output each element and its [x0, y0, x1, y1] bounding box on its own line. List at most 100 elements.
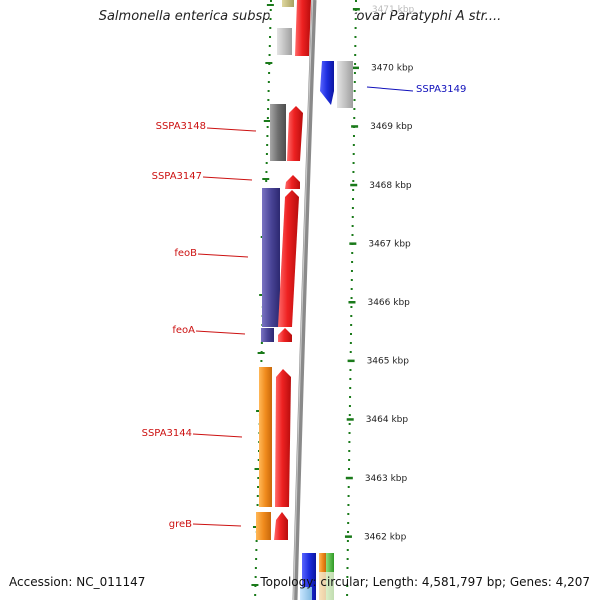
track-dot [265, 153, 268, 155]
track-dot [267, 90, 270, 92]
feature-grey-light-top[interactable] [277, 28, 292, 55]
label-text-sspa3148: SSPA3148 [156, 121, 206, 132]
label-sspa3147[interactable]: SSPA3147 [152, 171, 253, 182]
track-dot [353, 90, 356, 92]
genome-backbone [292, 0, 317, 600]
gene-sspa3144[interactable] [275, 369, 291, 507]
gene-feob[interactable] [278, 190, 299, 327]
track-dot [349, 378, 352, 380]
label-text-sspa3144: SSPA3144 [142, 428, 192, 439]
feature-pale-bottom[interactable] [319, 572, 334, 600]
track-dot [348, 459, 351, 461]
track-dot [351, 234, 354, 236]
scale-tick-label: 3471 kbp [372, 5, 415, 15]
track-dot [354, 45, 357, 47]
track-dot [349, 369, 352, 371]
track-dot [348, 450, 351, 452]
gene-sspa3149[interactable] [320, 61, 334, 105]
track-dot [269, 36, 272, 38]
scale-tick-mark [346, 418, 354, 421]
track-dot [267, 81, 270, 83]
track-dash [266, 4, 274, 6]
label-sspa3149[interactable]: SSPA3149 [366, 84, 466, 95]
track-dot [255, 540, 258, 542]
feature-greb-orange[interactable] [256, 512, 271, 540]
scale-tick-label: 3468 kbp [369, 181, 412, 191]
track-dot [256, 504, 259, 506]
track-dot [270, 0, 272, 2]
scale-tick-label: 3469 kbp [370, 122, 413, 132]
track-dot [353, 72, 356, 74]
track-dot [347, 522, 350, 524]
track-dot [265, 180, 268, 182]
scale-tick-label: 3463 kbp [365, 474, 408, 484]
track-dot [346, 576, 349, 578]
label-sspa3148[interactable]: SSPA3148 [156, 121, 257, 132]
track-dot [350, 306, 353, 308]
feature-sspa3144-orange[interactable] [259, 367, 272, 507]
track-dot [354, 27, 357, 29]
track-dot [346, 567, 349, 569]
scale-tick-mark [348, 301, 356, 304]
scale-ticks: 3471 kbp 3470 kbp 3469 kbp 3468 kbp 3467 kbp… [344, 5, 415, 542]
gene-sspa3148[interactable] [287, 106, 303, 161]
track-dot [346, 549, 349, 551]
track-dot [257, 486, 260, 488]
genome-summary-text: Topology: circular; Length: 4,581,797 bp… [260, 575, 590, 589]
label-greb[interactable]: greB [169, 519, 242, 530]
track-dot [350, 297, 353, 299]
track-dot [351, 207, 354, 209]
track-dot [257, 477, 260, 479]
track-dot [350, 288, 353, 290]
label-feob[interactable]: feoB [174, 248, 249, 259]
feature-ltblue-bottom[interactable] [300, 587, 312, 600]
track-dot [267, 108, 270, 110]
label-text-feoa: feoA [172, 325, 195, 336]
scale-tick-label: 3464 kbp [366, 415, 409, 425]
label-sspa3144[interactable]: SSPA3144 [142, 428, 243, 439]
track-dot [269, 9, 272, 11]
feature-grey-light-3149[interactable] [337, 61, 353, 108]
track-dot [350, 333, 353, 335]
feature-feob-purple[interactable] [262, 188, 280, 327]
track-dot [266, 135, 269, 137]
track-dash [251, 584, 259, 586]
feature-khaki[interactable] [282, 0, 294, 7]
track-dot [350, 315, 353, 317]
label-text-sspa3147: SSPA3147 [152, 171, 202, 182]
track-dot [347, 468, 350, 470]
track-dot [346, 585, 349, 587]
track-dot [352, 135, 355, 137]
track-dot [349, 387, 352, 389]
track-dot [352, 171, 355, 173]
track-dot [348, 432, 351, 434]
scale-tick-mark [347, 359, 355, 363]
accession-text: Accession: NC_011147 [9, 575, 146, 589]
track-dot [351, 216, 354, 218]
track-dash [257, 352, 265, 354]
feature-red-top[interactable] [295, 0, 311, 56]
gene-sspa3147[interactable] [285, 175, 300, 189]
scale-tick-label: 3462 kbp [364, 532, 407, 542]
scale-tick-mark [351, 66, 359, 70]
track-dot [350, 279, 353, 281]
label-feoa[interactable]: feoA [172, 325, 246, 336]
track-dash [263, 120, 271, 122]
track-dot [266, 117, 269, 119]
track-dot [268, 72, 271, 74]
scale-tick-label: 3467 kbp [368, 239, 411, 249]
gene-feoa[interactable] [278, 328, 292, 342]
track-dot [347, 513, 350, 515]
track-dot [352, 180, 355, 182]
feature-grey-3148[interactable] [270, 104, 286, 161]
scale-tick-mark [351, 125, 359, 128]
feature-feoa-purple[interactable] [261, 328, 274, 342]
gene-greb[interactable] [274, 512, 288, 540]
scale-tick-label: 3465 kbp [367, 357, 410, 367]
track-dot [254, 576, 257, 578]
track-dot [347, 486, 350, 488]
track-dot [350, 324, 353, 326]
track-dot [351, 261, 354, 263]
track-dot [254, 594, 257, 596]
